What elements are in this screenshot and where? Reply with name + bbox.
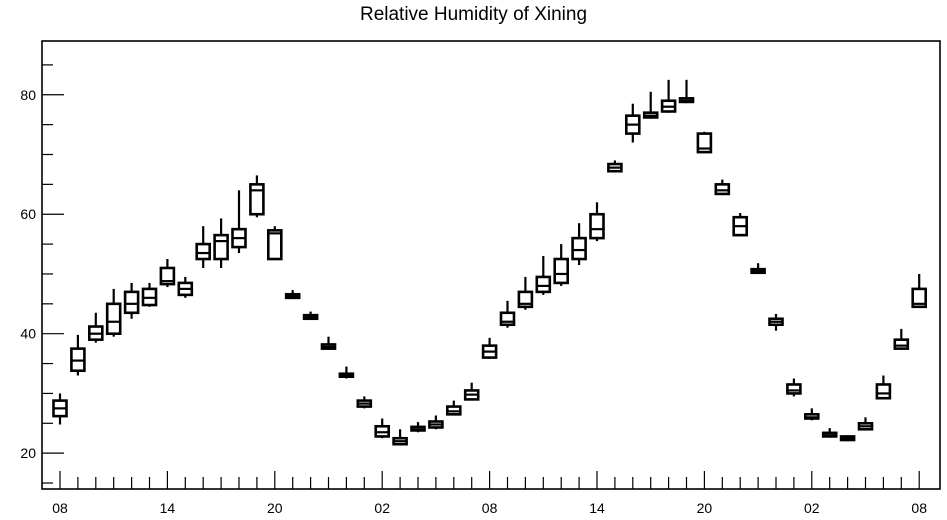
box-2 [88, 312, 104, 343]
x-tick-label: 14 [160, 500, 176, 516]
box-43 [821, 428, 838, 438]
box-44 [839, 435, 856, 442]
box-9 [213, 218, 229, 268]
y-tick-label: 60 [20, 206, 36, 222]
box-16 [338, 366, 355, 379]
box-14 [302, 311, 319, 321]
box-body [535, 275, 552, 294]
x-tick-label: 02 [804, 500, 820, 516]
box-body [589, 212, 605, 240]
box-8 [195, 226, 211, 268]
y-tick-label: 80 [20, 87, 36, 103]
box-body [266, 229, 283, 261]
box-series [52, 79, 928, 446]
box-12 [266, 226, 283, 261]
box-body [786, 383, 802, 395]
box-48 [911, 273, 928, 309]
box-28 [553, 244, 570, 286]
box-20 [410, 422, 426, 433]
box-47 [893, 328, 910, 350]
box-29 [571, 223, 587, 265]
box-24 [481, 337, 498, 359]
box-26 [517, 276, 534, 310]
box-4 [123, 282, 140, 319]
box-1 [70, 334, 86, 376]
y-tick-label: 20 [20, 445, 36, 461]
box-31 [607, 160, 623, 173]
x-tick-label: 08 [482, 500, 498, 516]
box-41 [786, 378, 802, 397]
box-39 [750, 263, 766, 275]
box-body [249, 183, 265, 216]
x-tick-label: 02 [374, 500, 390, 516]
x-tick-label: 20 [267, 500, 283, 516]
box-3 [105, 288, 122, 337]
box-body [195, 242, 211, 261]
x-tick-label: 14 [589, 500, 605, 516]
box-15 [320, 336, 337, 350]
x-tick-label: 08 [52, 500, 68, 516]
box-34 [660, 79, 677, 113]
box-18 [374, 418, 391, 439]
box-36 [696, 131, 713, 154]
box-5 [141, 282, 158, 307]
box-27 [535, 256, 552, 295]
box-23 [463, 382, 480, 401]
x-tick-label: 20 [697, 500, 713, 516]
box-body [553, 257, 570, 285]
box-40 [768, 313, 784, 331]
box-body [893, 338, 910, 350]
x-tick-label: 08 [911, 500, 927, 516]
box-19 [392, 429, 408, 446]
x-axis: 08 14 20 02 08 14 20 02 08 [52, 471, 927, 516]
box-42 [803, 408, 820, 421]
box-body [123, 290, 140, 315]
box-6 [159, 259, 176, 288]
box-0 [52, 393, 68, 425]
plot-frame [41, 40, 941, 490]
box-body [213, 233, 229, 261]
box-21 [428, 415, 444, 430]
box-37 [714, 179, 731, 196]
box-35 [678, 79, 695, 104]
box-10 [231, 190, 247, 254]
box-46 [875, 375, 892, 400]
box-body [911, 287, 928, 309]
box-30 [589, 202, 605, 242]
y-axis: 20 40 60 80 [20, 64, 64, 484]
box-body [105, 302, 122, 335]
box-body [571, 236, 587, 261]
box-body [714, 183, 731, 196]
box-13 [284, 290, 301, 300]
box-7 [177, 276, 194, 298]
box-22 [445, 400, 462, 416]
y-tick-label: 40 [20, 326, 36, 342]
chart-title: Relative Humidity of Xining [359, 4, 588, 25]
box-body [875, 383, 892, 400]
box-32 [624, 103, 641, 143]
box-11 [249, 175, 265, 218]
box-25 [499, 300, 516, 328]
box-45 [857, 417, 874, 431]
box-17 [356, 396, 373, 409]
box-body [499, 311, 516, 327]
box-38 [732, 213, 749, 237]
box-33 [642, 91, 659, 119]
